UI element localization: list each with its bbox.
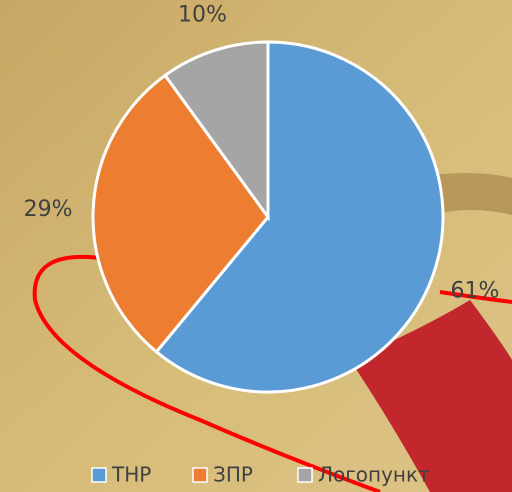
legend-label: ЗПР — [213, 463, 253, 487]
page: {"chart_data": {"type": "pie", "categori… — [0, 0, 512, 492]
legend-swatch — [193, 468, 207, 482]
legend-label: ТНР — [111, 463, 151, 487]
legend-label: Логопункт — [318, 463, 430, 487]
value-label: 61% — [451, 279, 500, 304]
legend-swatch — [298, 468, 312, 482]
chart: 61% 29% 10% ТНР ЗПР Логопункт — [0, 0, 512, 492]
value-label: 10% — [178, 2, 227, 27]
legend-swatch — [92, 468, 106, 482]
pie — [93, 42, 443, 392]
value-label: 29% — [24, 197, 73, 222]
